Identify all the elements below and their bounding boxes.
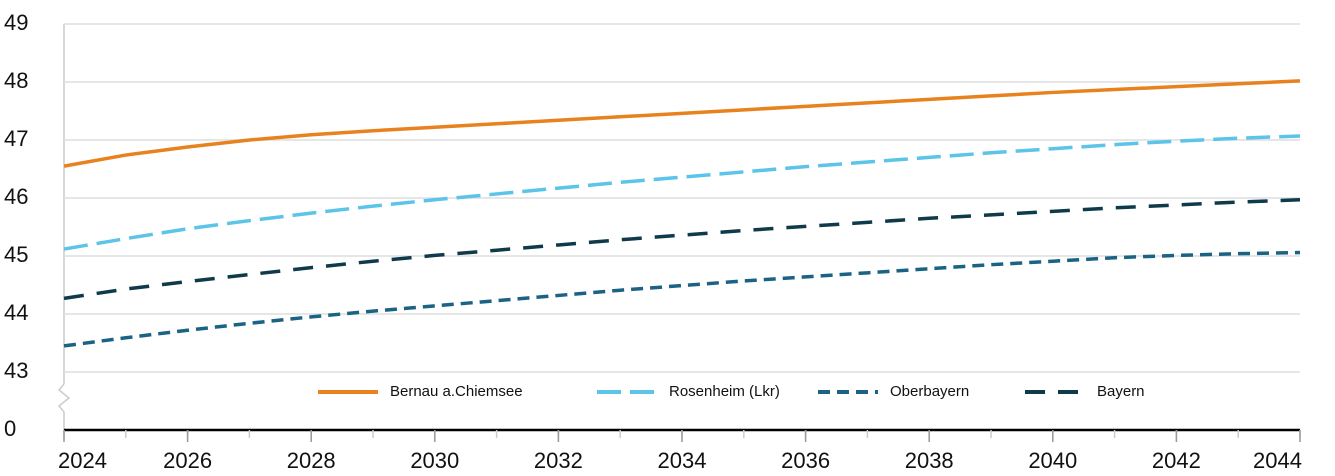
x-tick-label: 2030 [410,448,459,473]
legend-label: Oberbayern [890,383,969,400]
y-tick-label: 44 [4,300,28,325]
x-tick-label: 2028 [287,448,336,473]
y-tick-label: 47 [4,126,28,151]
x-tick-label: 2032 [534,448,583,473]
x-tick-label: 2040 [1028,448,1077,473]
y-tick-label: 45 [4,242,28,267]
line-series [63,197,1301,301]
y-tick-label: 49 [4,10,28,35]
y-tick-label: 48 [4,68,28,93]
x-tick-label: 2042 [1152,448,1201,473]
x-tick-label: 2024 [58,448,107,473]
axis-break [57,383,71,430]
legend-label: Bayern [1097,383,1145,400]
x-tick-label: 2026 [163,448,212,473]
x-tick-label: 2034 [658,448,707,473]
legend-label: Rosenheim (Lkr) [669,383,780,400]
y-tick-label: 46 [4,184,28,209]
line-series [63,134,1301,251]
line-series [63,250,1301,348]
y-tick-label: 0 [4,416,16,441]
legend-label: Bernau a.Chiemsee [390,383,523,400]
x-tick-label: 2044 [1253,448,1302,473]
line-series [63,79,1301,168]
x-tick-label: 2038 [905,448,954,473]
y-tick-label: 43 [4,358,28,383]
x-tick-label: 2036 [781,448,830,473]
